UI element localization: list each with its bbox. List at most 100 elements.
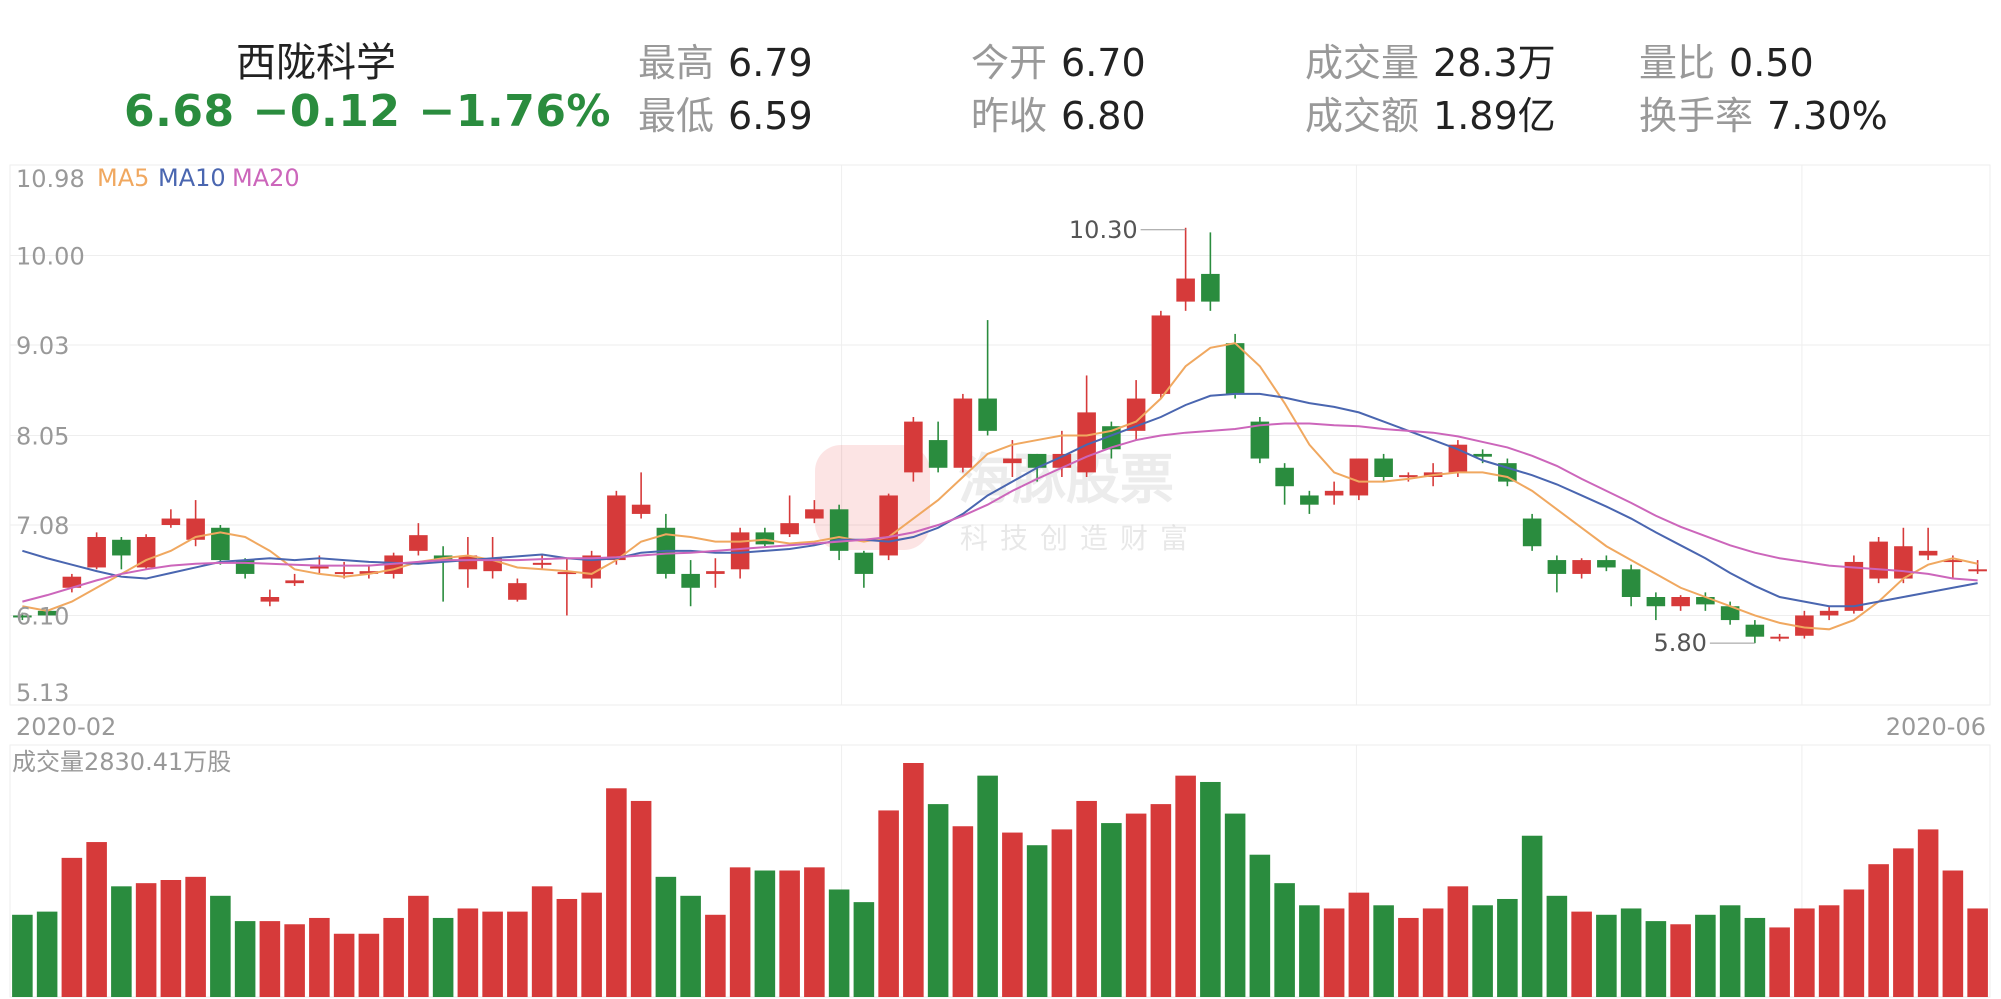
candle-body <box>1720 606 1740 621</box>
legend-ma10: MA10 <box>158 164 226 192</box>
volume-bar <box>828 889 850 997</box>
stat-label: 昨收 <box>971 94 1048 138</box>
stat-label: 最高 <box>638 41 715 85</box>
stat-value: 6.70 <box>1061 41 1146 85</box>
candle-body <box>161 518 181 525</box>
volume-bar <box>779 870 800 997</box>
candle-body <box>978 398 997 431</box>
candle-body <box>1151 315 1171 394</box>
y-tick-label: 9.03 <box>16 332 69 360</box>
volume-bar <box>1076 800 1097 997</box>
candle-body <box>62 576 82 588</box>
candle-body <box>1819 610 1839 616</box>
stat-value: 6.59 <box>728 94 813 138</box>
volume-bar <box>1323 908 1345 997</box>
volume-bar <box>531 886 553 997</box>
volume-bar <box>1125 813 1147 997</box>
volume-bar <box>1546 895 1568 997</box>
volume-bar <box>1175 775 1196 997</box>
volume-bar <box>556 898 578 997</box>
candle-body <box>730 532 750 570</box>
candle-body <box>1795 615 1814 636</box>
stock-name: 西陇科学 <box>236 40 396 86</box>
candle-body <box>1770 636 1789 639</box>
candle-body <box>1894 546 1913 579</box>
volume-bar <box>259 921 281 997</box>
volume-bar <box>878 810 899 997</box>
volume-bar <box>383 917 404 997</box>
candle-body <box>1572 560 1591 574</box>
volume-bar <box>977 775 998 997</box>
candle-body <box>37 610 57 616</box>
candle-body <box>631 504 651 514</box>
volume-bar <box>1719 905 1741 997</box>
volume-bar <box>853 902 875 997</box>
volume-bar <box>36 911 58 997</box>
y-tick-label: 10.00 <box>16 242 85 270</box>
watermark: 海豚股票 科技创造财富 <box>815 445 1188 555</box>
volume-bar <box>1620 908 1642 997</box>
stat-label: 今开 <box>971 41 1048 85</box>
candle-body <box>211 527 230 561</box>
candle-body <box>1745 624 1765 637</box>
candle-body <box>1943 560 1963 563</box>
y-tick-label: 5.13 <box>16 679 69 707</box>
stat-open: 今开 6.70 <box>971 32 1146 87</box>
candle-body <box>1176 278 1195 302</box>
y-tick-label: 6.10 <box>16 602 69 630</box>
volume-bar <box>111 886 132 997</box>
volume-bar <box>160 880 182 997</box>
candle-body <box>1275 467 1294 487</box>
volume-bar <box>705 914 726 997</box>
volume-bar <box>1472 905 1493 997</box>
volume-bar <box>284 924 305 997</box>
candle-body <box>854 552 874 574</box>
candle-body <box>706 571 725 574</box>
volume-bar <box>408 895 429 997</box>
volume-bar <box>1447 886 1469 997</box>
price-change: −0.12 <box>252 86 401 137</box>
low-annotation: 5.80 <box>1653 629 1706 657</box>
stat-value: 6.79 <box>728 41 813 85</box>
volume-bar <box>1274 883 1295 997</box>
volume-bar <box>1521 835 1543 997</box>
high-annotation: 10.30 <box>1069 216 1138 244</box>
volume-bar <box>1026 845 1048 997</box>
volume-bar <box>1497 898 1518 997</box>
volume-bar <box>210 895 231 997</box>
candle-body <box>532 562 552 565</box>
volume-bar <box>432 917 454 997</box>
volume-bar <box>1645 921 1667 997</box>
volume-bar <box>1373 905 1394 997</box>
price-change-pct: −1.76% <box>418 86 612 137</box>
volume-bar <box>1398 917 1419 997</box>
volume-bar <box>135 883 157 997</box>
candle-body <box>508 583 527 600</box>
volume-bar <box>358 933 380 997</box>
volume-bar <box>1967 908 1988 997</box>
candle-body <box>755 532 775 545</box>
volume-bar <box>1422 908 1444 997</box>
volume-bar <box>333 933 355 997</box>
volume-bar <box>86 842 107 997</box>
candle-body <box>1201 273 1220 302</box>
volume-bar <box>903 763 924 997</box>
candle-body <box>1324 490 1344 496</box>
volume-bar <box>1101 823 1122 997</box>
candle-body <box>1077 412 1096 473</box>
candle-body <box>285 580 304 584</box>
volume-bar <box>1002 832 1023 997</box>
volume-bar <box>1596 914 1617 997</box>
volume-label: 成交量2830.41万股 <box>12 748 231 776</box>
current-price: 6.68 <box>124 86 235 137</box>
candle-body <box>1473 453 1492 457</box>
volume-bar <box>1794 908 1815 997</box>
stat-label: 最低 <box>638 94 715 138</box>
volume-bar <box>1571 911 1592 997</box>
candle-body <box>334 572 354 575</box>
candle-body <box>928 440 948 468</box>
stat-value: 28.3万 <box>1433 41 1556 85</box>
stat-low: 最低 6.59 <box>638 85 813 140</box>
candle-body <box>1547 560 1567 574</box>
volume-bar <box>1299 905 1320 997</box>
